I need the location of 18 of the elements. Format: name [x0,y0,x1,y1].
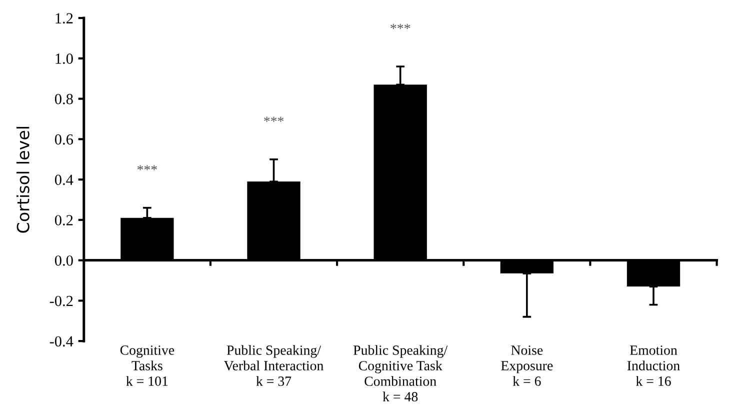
y-tick-label: 0.4 [54,174,74,186]
x-tick-label: Public Speaking/ Cognitive Task Combination k = 48 [353,345,448,402]
y-tick-label: 0.6 [54,134,74,145]
y-tick-label: 0.8 [54,94,73,104]
x-tick-label: Public Speaking/ Verbal Interaction k = 37 [224,345,324,386]
y-tick-label: 1.2 [56,13,73,24]
y-tick-label: 0.2 [54,215,73,226]
x-tick-label: Noise Exposure k = 6 [501,346,553,386]
x-tick-label: Emotion Induction k = 16 [627,346,680,386]
annotation: *** [390,24,410,29]
annotation: *** [137,165,157,170]
y-tick-label: 0.0 [54,255,73,266]
y-tick-label: 1.0 [56,54,73,64]
y-tick-label: -0.4 [50,336,74,347]
annotation: *** [264,116,284,122]
y-axis-title: Cortisol level [16,126,30,233]
x-tick-label: Cognitive Tasks k = 101 [120,346,174,386]
y-tick-label: -0.2 [50,296,73,306]
